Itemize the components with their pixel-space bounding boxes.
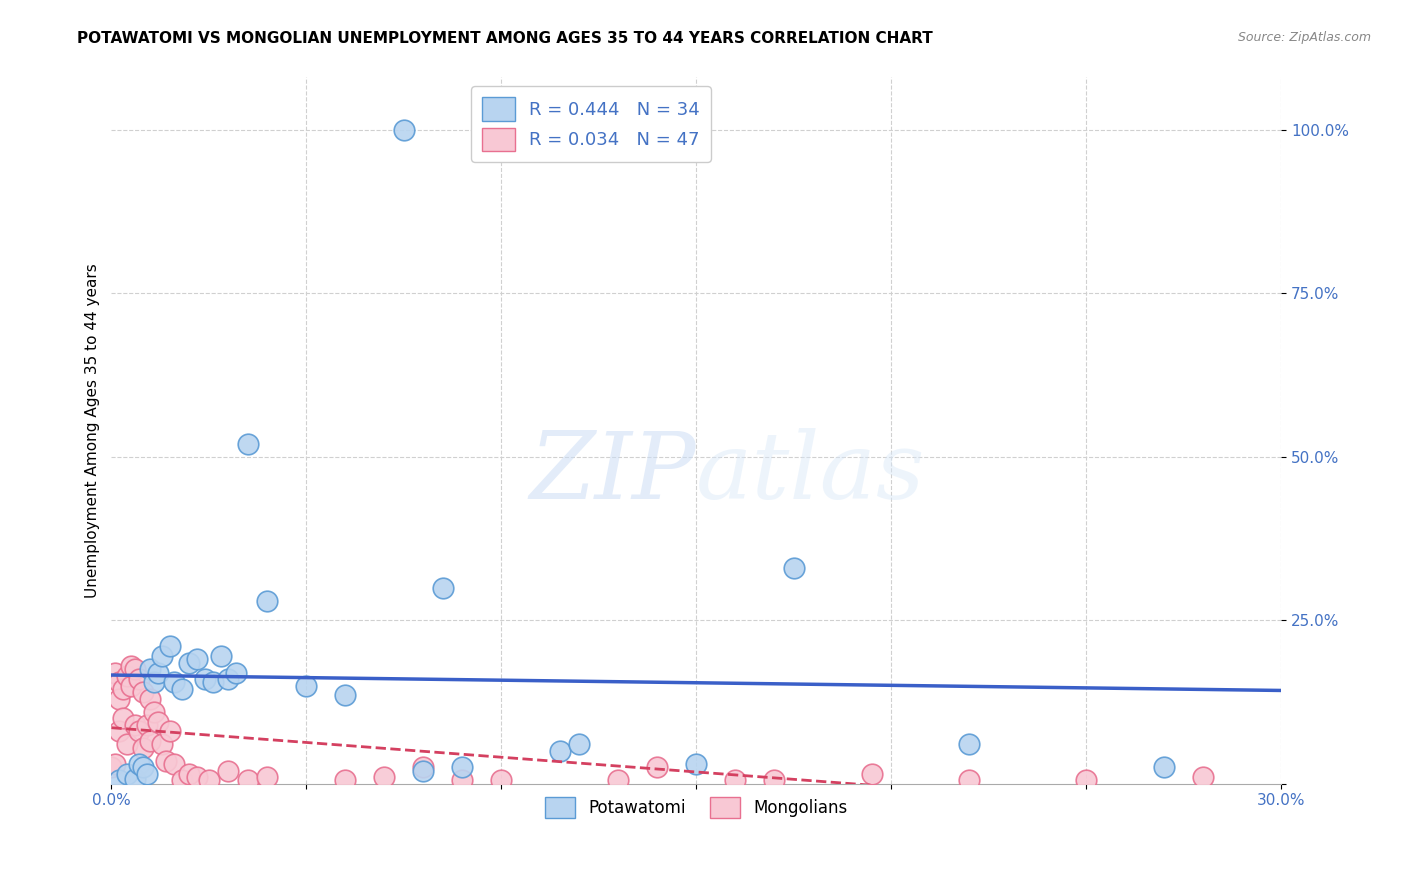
Point	[186, 770, 208, 784]
Point	[139, 734, 162, 748]
Point	[120, 659, 142, 673]
Point	[335, 773, 357, 788]
Point	[256, 593, 278, 607]
Point	[392, 122, 415, 136]
Point	[159, 640, 181, 654]
Point	[432, 581, 454, 595]
Point	[100, 760, 122, 774]
Point	[724, 773, 747, 788]
Point	[179, 656, 201, 670]
Point	[112, 681, 135, 696]
Point	[124, 718, 146, 732]
Point	[412, 764, 434, 778]
Point	[373, 770, 395, 784]
Point	[120, 679, 142, 693]
Point	[124, 772, 146, 786]
Point	[217, 672, 239, 686]
Legend: Potawatomi, Mongolians: Potawatomi, Mongolians	[538, 790, 855, 825]
Y-axis label: Unemployment Among Ages 35 to 44 years: Unemployment Among Ages 35 to 44 years	[86, 263, 100, 598]
Point	[108, 724, 131, 739]
Point	[209, 649, 232, 664]
Text: atlas: atlas	[696, 428, 925, 518]
Point	[217, 764, 239, 778]
Point	[108, 691, 131, 706]
Point	[548, 744, 571, 758]
Point	[170, 681, 193, 696]
Point	[112, 711, 135, 725]
Point	[131, 685, 153, 699]
Point	[163, 675, 186, 690]
Point	[451, 773, 474, 788]
Point	[131, 740, 153, 755]
Point	[115, 767, 138, 781]
Point	[201, 675, 224, 690]
Point	[135, 718, 157, 732]
Point	[115, 738, 138, 752]
Point	[335, 689, 357, 703]
Point	[295, 679, 318, 693]
Point	[150, 649, 173, 664]
Point	[159, 724, 181, 739]
Point	[124, 662, 146, 676]
Point	[131, 760, 153, 774]
Point	[198, 773, 221, 788]
Text: Source: ZipAtlas.com: Source: ZipAtlas.com	[1237, 31, 1371, 45]
Point	[104, 665, 127, 680]
Point	[163, 757, 186, 772]
Point	[783, 561, 806, 575]
Point	[104, 757, 127, 772]
Point	[957, 738, 980, 752]
Point	[1076, 773, 1098, 788]
Point	[155, 754, 177, 768]
Point	[139, 691, 162, 706]
Point	[148, 714, 170, 729]
Point	[194, 672, 217, 686]
Point	[236, 773, 259, 788]
Point	[179, 767, 201, 781]
Point	[763, 773, 786, 788]
Point	[128, 757, 150, 772]
Point	[108, 773, 131, 788]
Point	[236, 436, 259, 450]
Point	[115, 669, 138, 683]
Text: ZIP: ZIP	[530, 428, 696, 518]
Point	[143, 705, 166, 719]
Point	[685, 757, 707, 772]
Point	[1153, 760, 1175, 774]
Point	[607, 773, 630, 788]
Point	[1192, 770, 1215, 784]
Point	[108, 675, 131, 690]
Point	[143, 675, 166, 690]
Point	[451, 760, 474, 774]
Point	[139, 662, 162, 676]
Point	[148, 665, 170, 680]
Point	[128, 672, 150, 686]
Point	[568, 738, 591, 752]
Point	[256, 770, 278, 784]
Point	[225, 665, 247, 680]
Point	[170, 773, 193, 788]
Point	[128, 724, 150, 739]
Point	[412, 760, 434, 774]
Point	[150, 738, 173, 752]
Point	[645, 760, 668, 774]
Point	[860, 767, 883, 781]
Text: POTAWATOMI VS MONGOLIAN UNEMPLOYMENT AMONG AGES 35 TO 44 YEARS CORRELATION CHART: POTAWATOMI VS MONGOLIAN UNEMPLOYMENT AMO…	[77, 31, 934, 46]
Point	[135, 767, 157, 781]
Point	[957, 773, 980, 788]
Point	[186, 652, 208, 666]
Point	[491, 773, 513, 788]
